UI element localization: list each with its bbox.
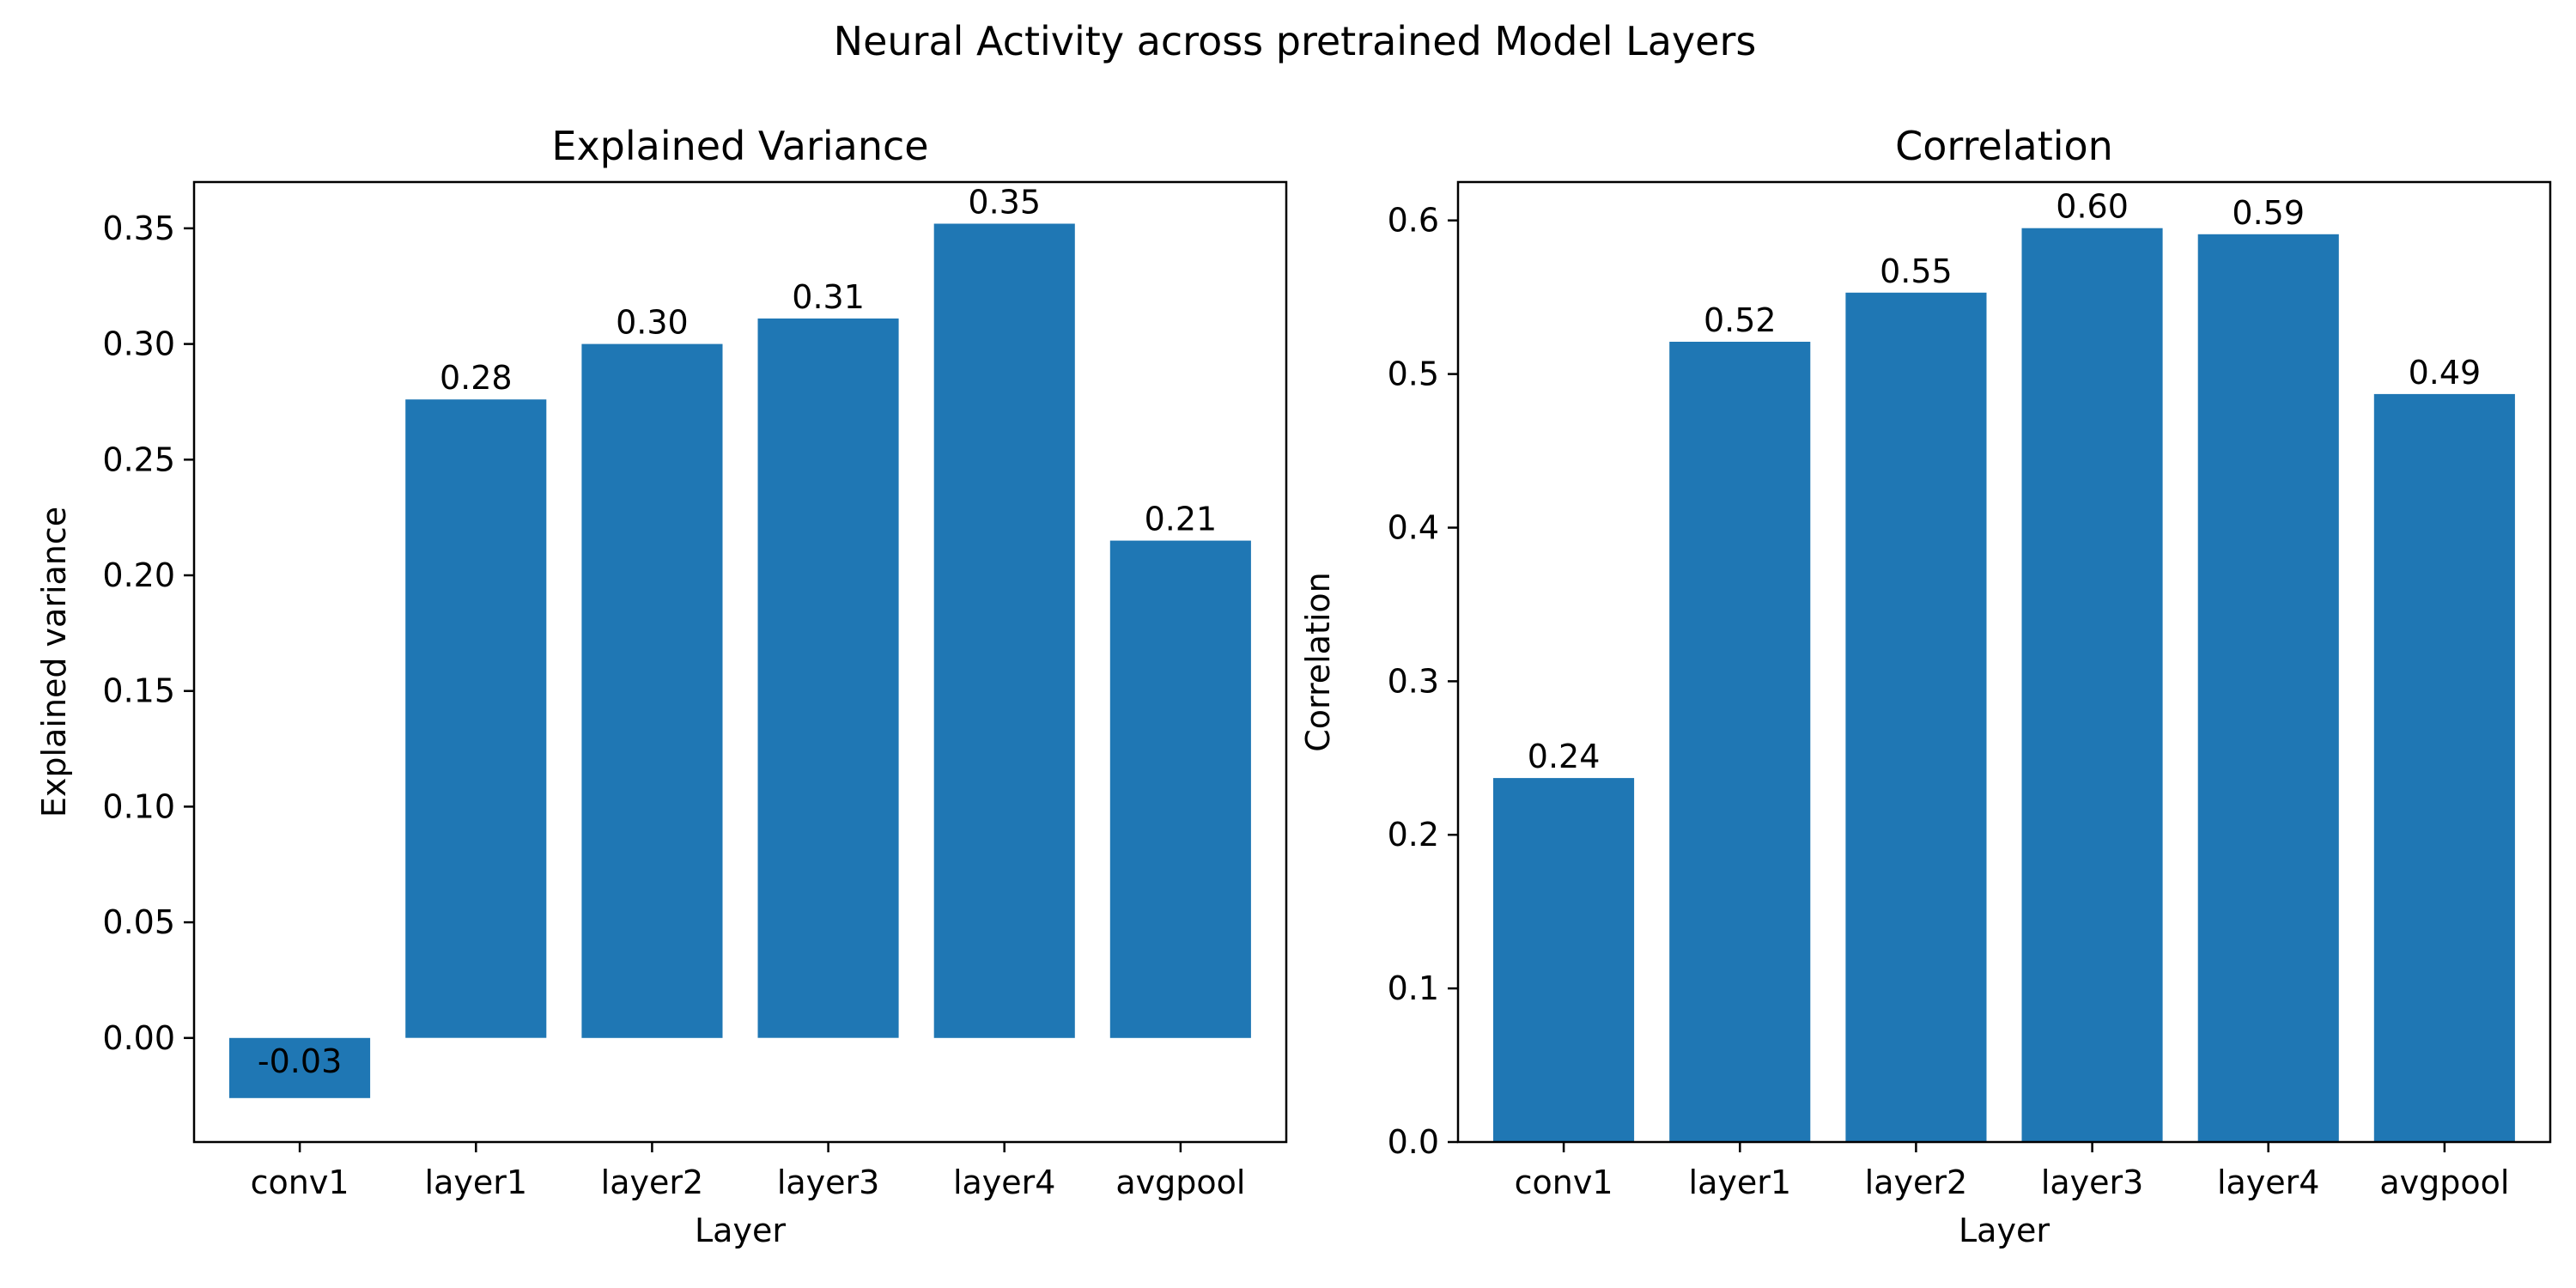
- data-label: 0.24: [1528, 738, 1601, 775]
- x-tick-label: layer2: [1865, 1163, 1968, 1201]
- data-label: 0.59: [2232, 194, 2305, 232]
- y-tick-label: 0.30: [102, 325, 175, 363]
- data-label: 0.28: [440, 359, 513, 397]
- y-tick-label: 0.0: [1388, 1123, 1439, 1161]
- bar-avgpool: [2373, 393, 2515, 1142]
- data-label: -0.03: [258, 1042, 342, 1080]
- y-tick-label: 0.05: [102, 903, 175, 941]
- y-tick-label: 0.35: [102, 210, 175, 247]
- data-label: 0.21: [1145, 501, 1218, 538]
- data-label: 0.49: [2409, 354, 2482, 392]
- bar-layer2: [1845, 292, 1987, 1142]
- x-tick-label: layer1: [1689, 1163, 1792, 1201]
- axes-title: Explained Variance: [551, 123, 928, 169]
- x-axis-label: Layer: [695, 1212, 786, 1249]
- data-label: 0.35: [968, 184, 1041, 222]
- bar-layer3: [757, 318, 899, 1038]
- bar-layer2: [581, 343, 723, 1038]
- x-tick-label: conv1: [251, 1163, 349, 1201]
- y-tick-label: 0.1: [1388, 969, 1439, 1007]
- bar-conv1: [229, 1037, 371, 1098]
- axes-frame: [192, 180, 1288, 1144]
- y-tick-label: 0.2: [1388, 816, 1439, 854]
- x-tick-label: layer3: [2041, 1163, 2144, 1201]
- figure-title: Neural Activity across pretrained Model …: [834, 18, 1757, 64]
- y-tick-label: 0.00: [102, 1019, 175, 1057]
- x-tick-label: layer3: [777, 1163, 880, 1201]
- x-tick-label: avgpool: [2379, 1163, 2509, 1201]
- y-tick-label: 0.20: [102, 556, 175, 594]
- bar-avgpool: [1109, 540, 1251, 1038]
- bar-layer1: [405, 399, 547, 1038]
- y-tick-label: 0.10: [102, 787, 175, 825]
- x-tick-label: layer1: [425, 1163, 528, 1201]
- x-tick-label: layer4: [953, 1163, 1056, 1201]
- y-tick-label: 0.4: [1388, 509, 1439, 547]
- x-tick-label: layer2: [601, 1163, 704, 1201]
- y-tick-label: 0.6: [1388, 202, 1439, 240]
- bar-layer4: [2197, 234, 2339, 1142]
- x-axis-label: Layer: [1959, 1212, 2050, 1249]
- y-axis-label: Explained variance: [35, 507, 73, 817]
- y-tick-label: 0.3: [1388, 662, 1439, 700]
- axes-title: Correlation: [1895, 123, 2113, 169]
- data-label: 0.55: [1880, 252, 1953, 290]
- data-label: 0.30: [616, 304, 689, 342]
- data-label: 0.52: [1704, 301, 1777, 339]
- data-label: 0.60: [2056, 188, 2129, 226]
- y-tick-label: 0.5: [1388, 355, 1439, 393]
- axes-frame: [1456, 180, 2552, 1144]
- data-label: 0.31: [792, 278, 865, 316]
- bar-layer4: [933, 223, 1075, 1038]
- x-tick-label: avgpool: [1115, 1163, 1245, 1201]
- x-tick-label: layer4: [2217, 1163, 2320, 1201]
- correlation-panel: 0.24 0.52 0.55 0.60 0.59 0.49 0.0 0.1 0.2 0.3 0.4 0…: [1299, 123, 2552, 1249]
- y-tick-label: 0.15: [102, 672, 175, 710]
- x-tick-label: conv1: [1515, 1163, 1613, 1201]
- bar-conv1: [1493, 778, 1635, 1142]
- bar-layer3: [2021, 228, 2163, 1143]
- bar-layer1: [1669, 342, 1811, 1142]
- explained-variance-panel: -0.03 0.28 0.30 0.31 0.35 0.21 0.00 0.05 0.10 0.1…: [35, 123, 1288, 1249]
- y-axis-label: Correlation: [1299, 572, 1337, 752]
- y-tick-label: 0.25: [102, 440, 175, 478]
